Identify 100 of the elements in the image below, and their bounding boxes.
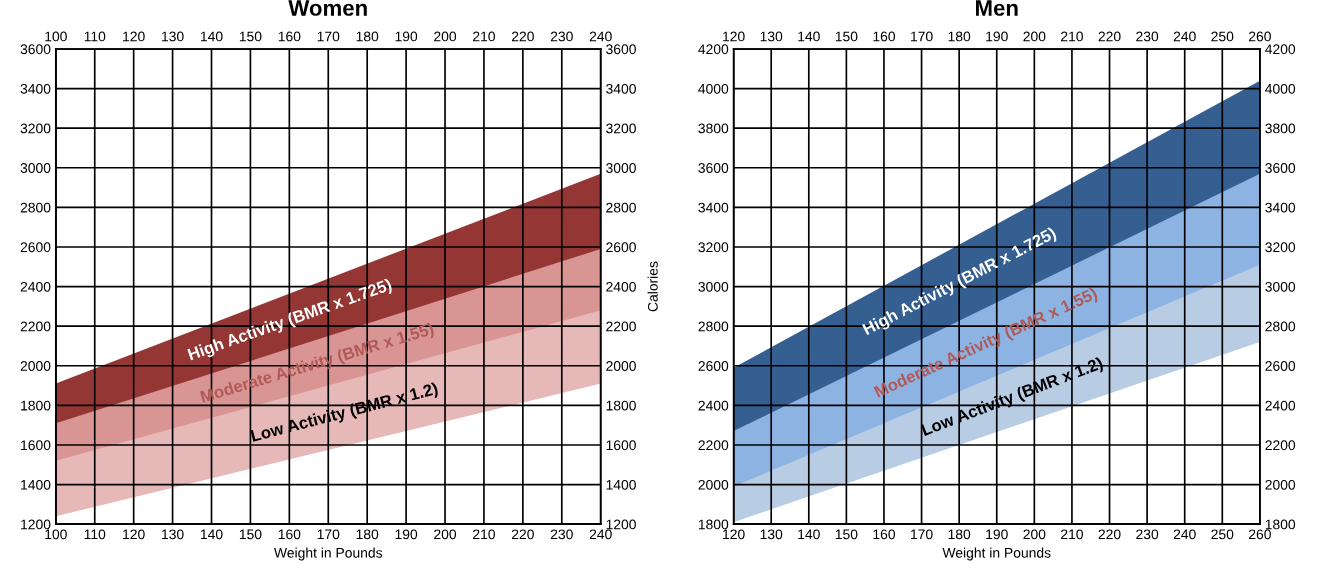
y2-tick-label: 2800 xyxy=(606,202,636,213)
x-tick-label: 150 xyxy=(239,529,262,540)
x-tick-label: 180 xyxy=(948,529,971,540)
x2-tick-label: 160 xyxy=(278,31,301,42)
x-tick-label: 120 xyxy=(123,529,145,540)
x-axis-title: Weight in Pounds xyxy=(274,547,383,561)
y2-tick-label: 3600 xyxy=(606,44,636,55)
x2-tick-label: 200 xyxy=(434,31,457,42)
x2-tick-label: 160 xyxy=(873,31,896,42)
y-tick-label: 3600 xyxy=(20,44,51,55)
y2-tick-label: 2000 xyxy=(606,361,636,371)
x-tick-label: 190 xyxy=(395,529,418,540)
x2-tick-label: 200 xyxy=(1023,31,1046,42)
y2-tick-label: 4000 xyxy=(1265,83,1296,94)
y2-tick-label: 2200 xyxy=(606,321,636,332)
x-axis-title: Weight in Pounds xyxy=(942,547,1051,561)
x-tick-label: 200 xyxy=(1023,529,1046,540)
y2-tick-label: 1800 xyxy=(606,400,636,411)
x2-tick-label: 140 xyxy=(200,31,223,42)
x-tick-label: 140 xyxy=(200,529,223,540)
y2-tick-label: 2400 xyxy=(606,281,636,292)
x-tick-label: 160 xyxy=(278,529,301,540)
x-tick-label: 210 xyxy=(473,529,495,540)
x-tick-label: 220 xyxy=(1098,529,1121,540)
y2-tick-label: 3000 xyxy=(1265,281,1296,292)
x-tick-label: 110 xyxy=(84,529,106,540)
x2-tick-label: 190 xyxy=(986,31,1008,42)
x2-tick-label: 240 xyxy=(589,31,612,42)
x2-tick-label: 120 xyxy=(123,31,145,42)
x2-tick-label: 110 xyxy=(84,31,106,42)
x-tick-label: 100 xyxy=(45,529,67,540)
y2-tick-label: 4200 xyxy=(1265,44,1296,55)
y-tick-label: 2000 xyxy=(20,361,51,371)
y-tick-label: 1800 xyxy=(21,400,51,411)
y2-axis-title: Calories xyxy=(647,261,658,312)
x-tick-label: 180 xyxy=(356,529,379,540)
x-tick-label: 220 xyxy=(511,529,534,540)
x-tick-label: 230 xyxy=(1136,529,1159,540)
x-tick-label: 230 xyxy=(550,529,573,540)
y-tick-label: 2800 xyxy=(698,321,729,332)
x-tick-label: 170 xyxy=(911,529,933,540)
y-tick-label: 2400 xyxy=(20,281,51,292)
x2-tick-label: 150 xyxy=(835,31,858,42)
y2-tick-label: 3800 xyxy=(1265,123,1296,134)
y-tick-label: 3800 xyxy=(698,123,729,134)
y-tick-label: 1400 xyxy=(21,479,51,490)
x-tick-label: 130 xyxy=(162,529,184,540)
y2-tick-label: 1600 xyxy=(606,440,636,451)
x2-tick-label: 130 xyxy=(162,31,184,42)
y-tick-label: 1600 xyxy=(21,440,51,451)
y2-tick-label: 2600 xyxy=(606,242,636,253)
x2-tick-label: 140 xyxy=(798,31,820,42)
y-tick-label: 3200 xyxy=(20,123,51,134)
x-tick-label: 160 xyxy=(873,529,896,540)
y2-tick-label: 2600 xyxy=(1265,361,1296,371)
chart-title: Men xyxy=(976,0,1018,16)
x-tick-label: 260 xyxy=(1249,529,1271,540)
y2-tick-label: 2400 xyxy=(1265,400,1296,411)
x2-tick-label: 210 xyxy=(473,31,495,42)
y-tick-label: 2800 xyxy=(20,202,51,213)
x-tick-label: 140 xyxy=(798,529,820,540)
y2-tick-label: 2200 xyxy=(1265,440,1296,451)
y2-tick-label: 3600 xyxy=(1265,163,1296,173)
y2-tick-label: 3000 xyxy=(606,163,636,173)
x-tick-label: 210 xyxy=(1061,529,1083,540)
x2-tick-label: 240 xyxy=(1173,31,1196,42)
y2-tick-label: 3200 xyxy=(606,123,636,134)
x2-tick-label: 210 xyxy=(1061,31,1083,42)
y2-tick-label: 2000 xyxy=(1265,479,1296,490)
x2-tick-label: 150 xyxy=(239,31,262,42)
y-tick-label: 3000 xyxy=(698,281,729,292)
x2-tick-label: 220 xyxy=(511,31,534,42)
x2-tick-label: 250 xyxy=(1211,31,1234,42)
x2-tick-label: 260 xyxy=(1249,31,1271,42)
x-tick-label: 130 xyxy=(760,529,783,540)
y2-tick-label: 2800 xyxy=(1265,321,1296,332)
y-tick-label: 3000 xyxy=(20,163,51,173)
chart-title: Women xyxy=(288,0,367,16)
y2-tick-label: 3400 xyxy=(606,83,636,94)
y-tick-label: 1800 xyxy=(698,519,729,530)
x-tick-label: 120 xyxy=(723,529,745,540)
y-tick-label: 2200 xyxy=(20,321,51,332)
x-tick-label: 190 xyxy=(986,529,1008,540)
x2-tick-label: 230 xyxy=(550,31,573,42)
x-tick-label: 240 xyxy=(1173,529,1196,540)
x2-tick-label: 170 xyxy=(911,31,933,42)
y-tick-label: 4000 xyxy=(698,83,729,94)
y2-tick-label: 3200 xyxy=(1265,242,1296,253)
y-tick-label: 3200 xyxy=(698,242,729,253)
x-tick-label: 240 xyxy=(589,529,612,540)
x2-tick-label: 180 xyxy=(948,31,971,42)
x-tick-label: 200 xyxy=(434,529,457,540)
y-tick-label: 4200 xyxy=(698,44,729,55)
y-tick-label: 3600 xyxy=(698,163,729,173)
y-tick-label: 3400 xyxy=(20,83,51,94)
x-tick-label: 150 xyxy=(835,529,858,540)
x2-tick-label: 130 xyxy=(760,31,783,42)
x2-tick-label: 100 xyxy=(45,31,67,42)
x2-tick-label: 190 xyxy=(395,31,418,42)
x-tick-label: 250 xyxy=(1211,529,1234,540)
